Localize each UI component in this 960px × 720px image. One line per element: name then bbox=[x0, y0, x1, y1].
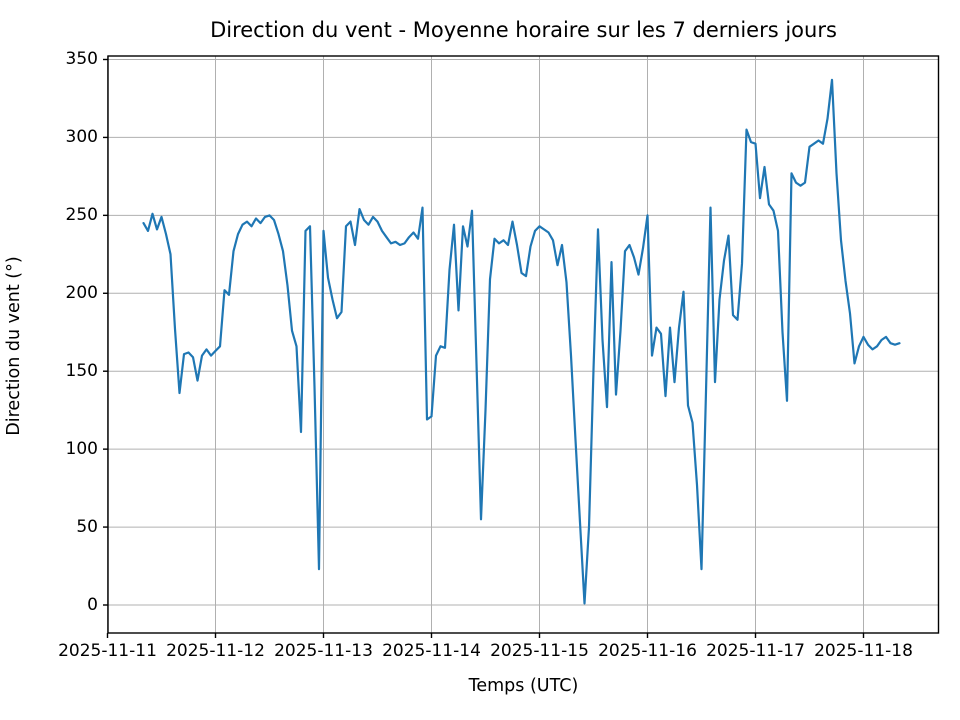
x-tick-label: 2025-11-13 bbox=[274, 641, 373, 661]
x-tick-label: 2025-11-16 bbox=[598, 641, 697, 661]
y-tick-label: 50 bbox=[76, 517, 98, 538]
y-tick-label: 300 bbox=[65, 127, 98, 148]
y-tick-label: 250 bbox=[65, 205, 98, 226]
x-axis-label: Temps (UTC) bbox=[468, 676, 579, 696]
x-tick-label: 2025-11-11 bbox=[58, 641, 157, 661]
y-tick-label: 350 bbox=[65, 49, 98, 70]
wind-direction-line bbox=[142, 78, 901, 605]
x-tick-label: 2025-11-15 bbox=[490, 641, 589, 661]
y-tick-label: 150 bbox=[65, 361, 98, 382]
y-tick-label: 200 bbox=[65, 283, 98, 304]
chart-title: Direction du vent - Moyenne horaire sur … bbox=[210, 18, 837, 42]
x-tick-label: 2025-11-14 bbox=[382, 641, 481, 661]
y-tick-label: 100 bbox=[65, 439, 98, 460]
y-tick-label: 0 bbox=[87, 595, 98, 615]
x-tick-label: 2025-11-18 bbox=[814, 641, 913, 661]
plot-border bbox=[107, 55, 940, 634]
grid-lines bbox=[107, 56, 939, 633]
y-axis-label: Direction du vent (°) bbox=[4, 256, 24, 436]
tick-marks bbox=[103, 58, 865, 638]
x-tick-label: 2025-11-12 bbox=[166, 641, 265, 661]
x-tick-label: 2025-11-17 bbox=[706, 641, 805, 661]
